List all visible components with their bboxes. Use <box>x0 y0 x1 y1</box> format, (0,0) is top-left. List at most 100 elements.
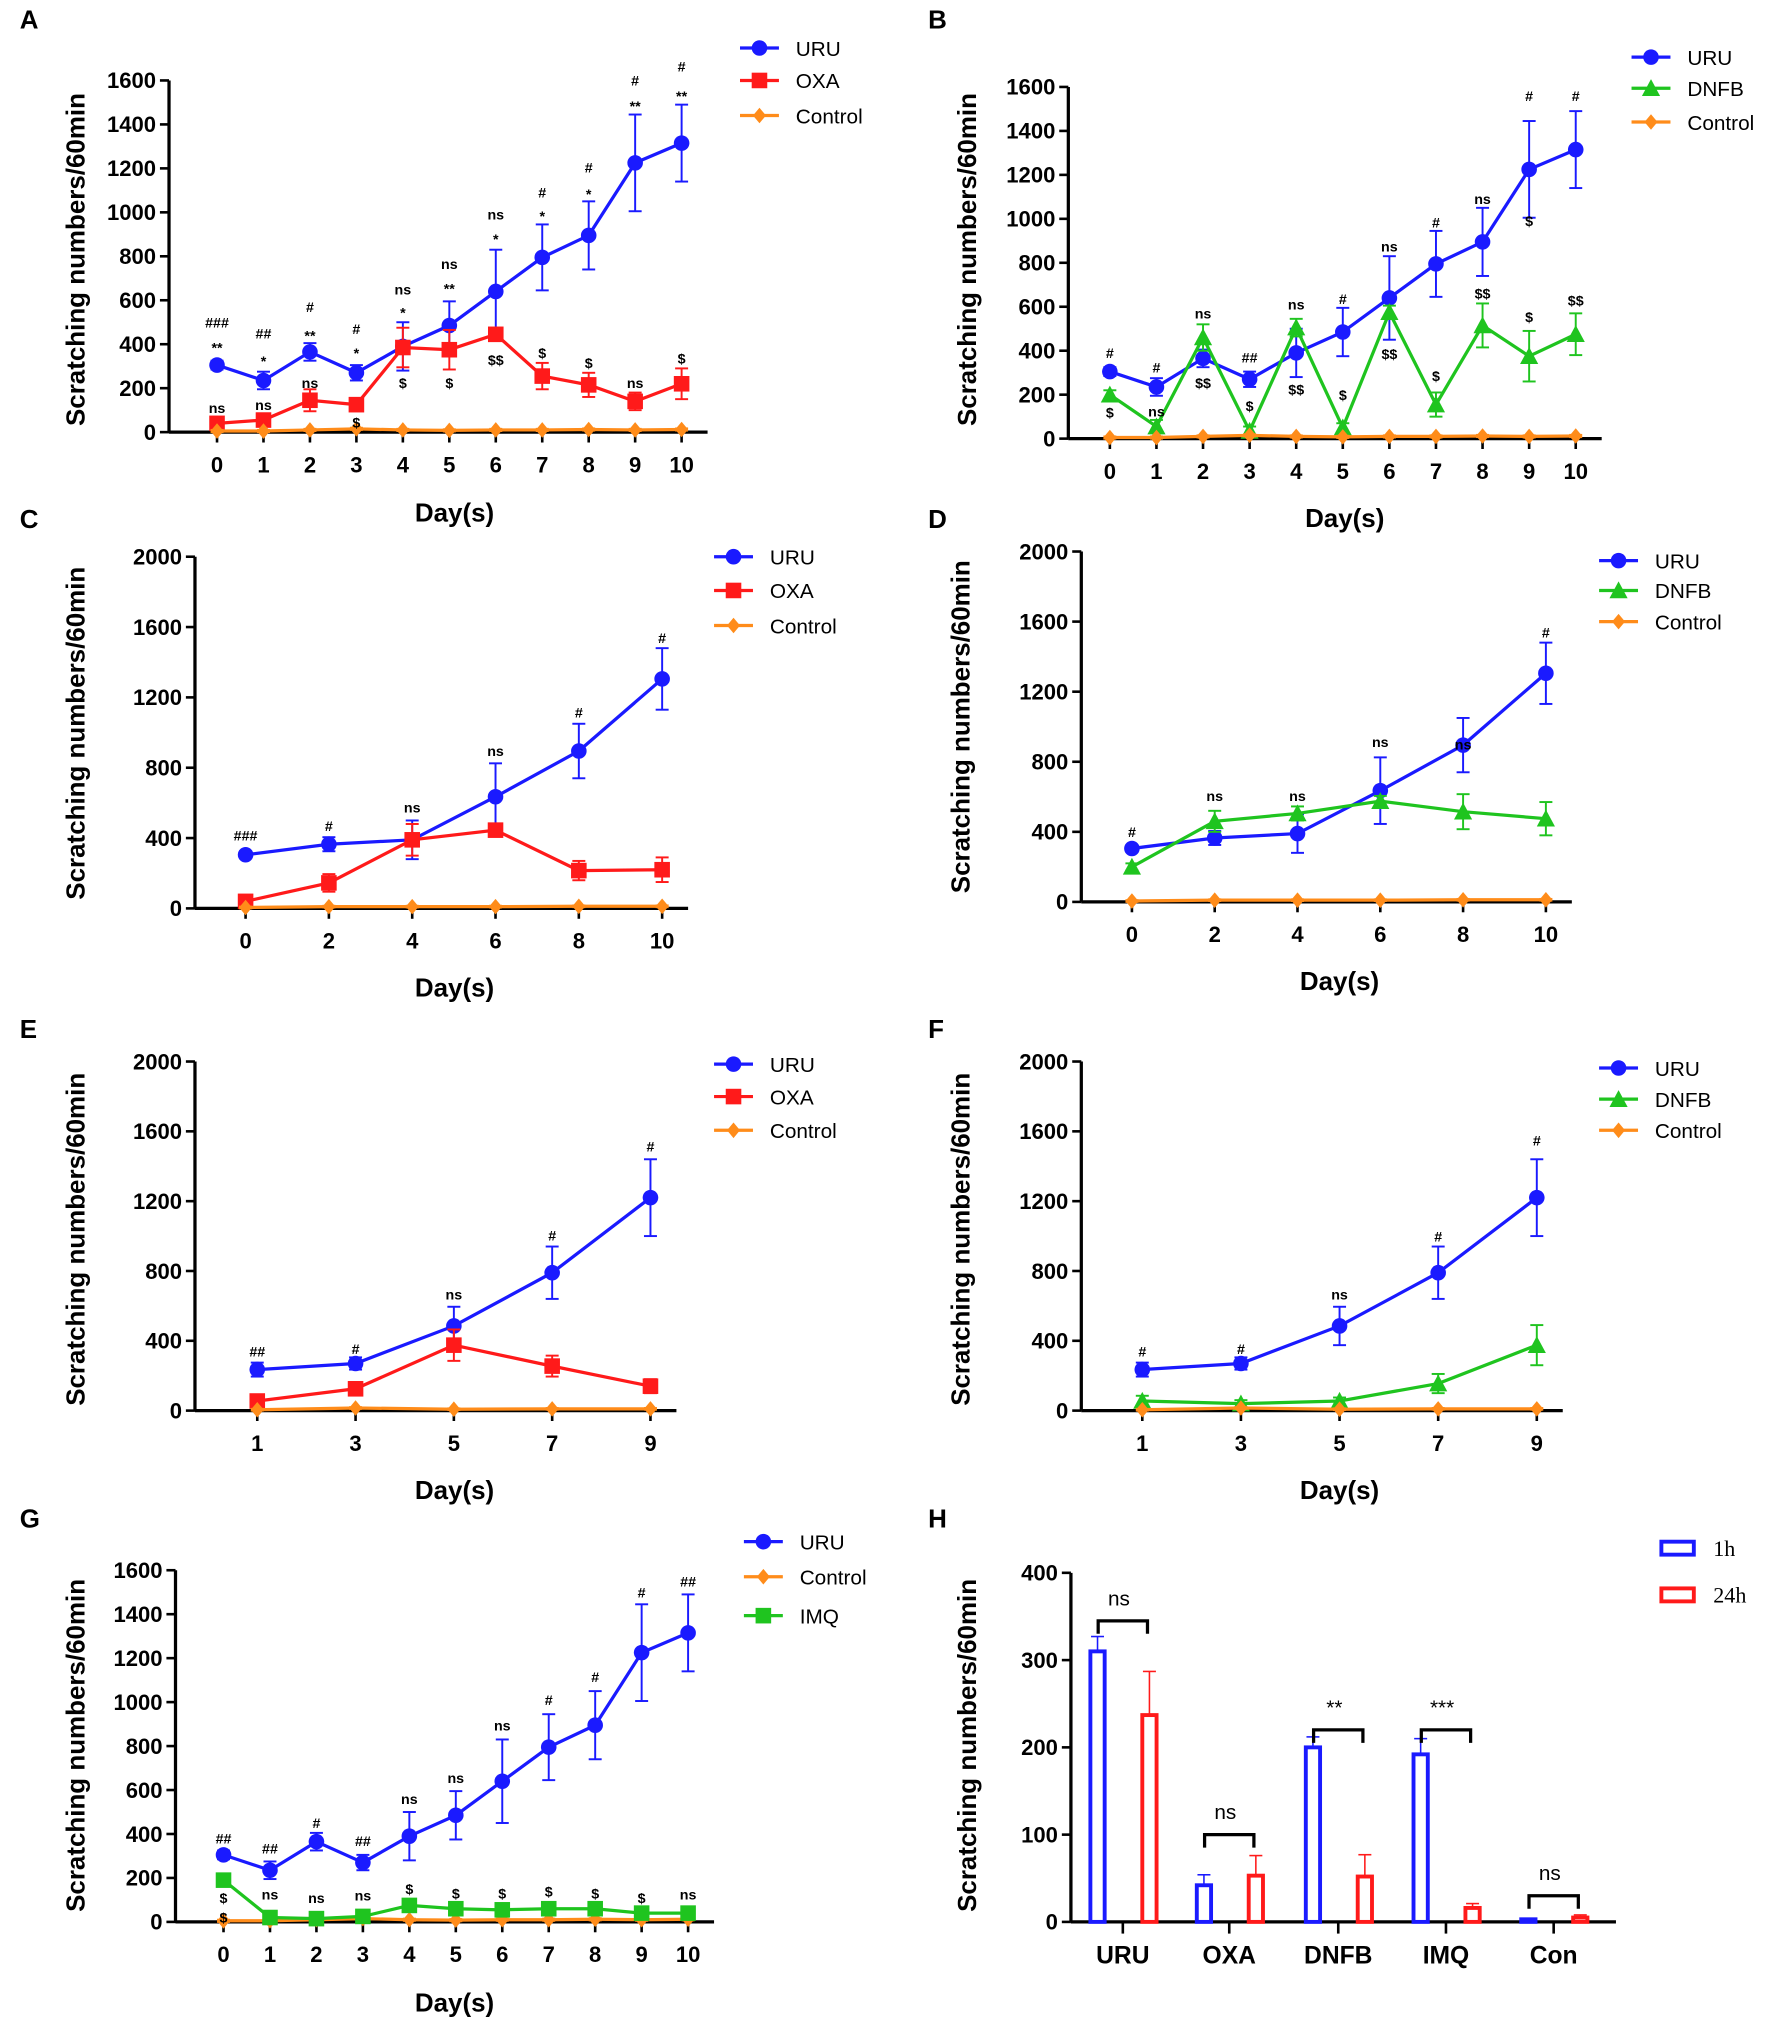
x-tick-label: 4 <box>406 929 419 954</box>
significance-annotation: ns <box>627 376 644 392</box>
x-tick-label: 2 <box>304 452 316 477</box>
legend-marker <box>1610 552 1627 569</box>
legend-label: Control <box>1687 112 1754 135</box>
significance-annotation: $$ <box>1195 376 1211 392</box>
data-point <box>249 1361 266 1378</box>
y-tick-label: 0 <box>144 420 156 445</box>
data-point <box>544 1264 560 1281</box>
significance-annotation: $$ <box>1288 382 1304 398</box>
significance-annotation: # <box>1128 825 1136 841</box>
significance-annotation: # <box>638 1585 646 1601</box>
data-point <box>302 344 318 360</box>
data-point <box>1536 809 1555 827</box>
significance-annotation: ns <box>395 282 412 298</box>
x-tick-label: 6 <box>1374 922 1386 947</box>
panel-d: D 0 400 800 1200 1600 2000 Scratching numbers/6… <box>928 506 1722 996</box>
y-tick-label: 400 <box>145 1329 182 1354</box>
data-point <box>1233 1355 1249 1372</box>
legend-label: URU <box>770 547 815 570</box>
significance-annotation: # <box>658 631 666 647</box>
y-axis-label: Scratching numbers/60min <box>63 1073 91 1406</box>
significance-annotation: # <box>1572 89 1580 105</box>
y-tick-label: 800 <box>126 1734 163 1759</box>
legend-marker <box>755 1533 772 1550</box>
y-tick-label: 400 <box>1019 338 1056 363</box>
data-point <box>540 1739 557 1755</box>
significance-annotation: $ <box>498 1887 506 1903</box>
bar-24h <box>1463 1905 1482 1924</box>
data-point <box>1455 737 1471 753</box>
y-tick-label: 1200 <box>133 685 182 710</box>
series-line <box>245 828 663 903</box>
data-point <box>1102 363 1118 380</box>
data-point <box>1430 1264 1446 1281</box>
data-point <box>1426 395 1446 413</box>
comparison-label: *** <box>1430 1696 1454 1719</box>
x-tick-label: 3 <box>350 452 362 477</box>
y-tick-label: 1400 <box>1006 119 1055 144</box>
data-point <box>308 1910 325 1927</box>
legend-label: 1h <box>1713 1536 1735 1561</box>
y-tick-label: 1600 <box>1006 75 1055 100</box>
data-point <box>1289 825 1306 842</box>
x-tick-label: 8 <box>589 1942 601 1967</box>
data-point <box>1539 892 1553 908</box>
x-tick-label: 9 <box>644 1431 656 1456</box>
series-line <box>1131 672 1547 851</box>
significance-annotation: ns <box>255 398 272 414</box>
significance-annotation: # <box>538 186 546 202</box>
legend-marker <box>756 1568 770 1585</box>
data-point <box>587 1900 603 1917</box>
bar-24h <box>1246 1873 1265 1924</box>
data-point <box>1527 1336 1546 1353</box>
data-point <box>401 1828 418 1844</box>
significance-annotation: $ <box>585 356 593 372</box>
significance-annotation: # <box>548 1228 556 1244</box>
data-point <box>1473 316 1492 334</box>
data-point <box>1373 892 1387 908</box>
panel-a: A 0 200 400 600 800 1000 1200 1400 1600 Scratching… <box>20 7 863 528</box>
x-tick-label: 4 <box>1290 459 1303 484</box>
significance-annotation: # <box>646 1139 654 1155</box>
data-point <box>1289 428 1303 445</box>
significance-annotation: # <box>1106 346 1114 362</box>
significance-annotation: ns <box>1288 298 1305 314</box>
legend-marker <box>1643 49 1659 65</box>
data-point <box>487 822 504 838</box>
x-tick-label: 7 <box>1430 459 1442 484</box>
series-control <box>210 421 689 439</box>
series-dnfb <box>1100 302 1585 439</box>
data-point <box>1103 429 1117 446</box>
significance-annotation: * <box>586 187 592 203</box>
x-tick-label: 0 <box>217 1942 229 1967</box>
significance-annotation: $$ <box>1475 287 1491 303</box>
data-point <box>680 1905 696 1921</box>
x-tick-label: 4 <box>1291 922 1304 947</box>
data-point <box>571 862 587 879</box>
panel-h: H 0 100 200 300 400 Scratching numbers/60min UR… <box>928 1505 1746 1969</box>
legend-marker <box>1612 1122 1626 1139</box>
y-tick-label: 600 <box>1019 295 1056 320</box>
comparison-bracket <box>1096 1619 1150 1634</box>
data-point <box>489 422 503 438</box>
panel-label: H <box>928 1505 947 1533</box>
legend-label: URU <box>1655 1058 1700 1081</box>
significance-annotation: # <box>306 300 314 316</box>
data-point <box>643 1401 657 1417</box>
significance-annotation: ns <box>262 1888 279 1904</box>
comparison-label: ns <box>1108 1587 1130 1610</box>
y-tick-label: 0 <box>170 1398 182 1423</box>
significance-annotation: $ <box>1106 405 1114 421</box>
x-tick-label: 7 <box>536 452 548 477</box>
significance-annotation: $$ <box>1568 293 1584 309</box>
significance-annotation: ns <box>680 1888 697 1904</box>
x-tick-label: 3 <box>1243 459 1255 484</box>
data-point <box>654 671 670 687</box>
data-point <box>489 898 503 915</box>
data-point <box>1205 812 1224 830</box>
y-tick-label: 2000 <box>133 545 182 570</box>
significance-annotation: $ <box>1246 399 1254 415</box>
bar-1h <box>1303 1745 1323 1924</box>
data-point <box>572 898 586 915</box>
legend-swatch <box>1659 1586 1696 1604</box>
